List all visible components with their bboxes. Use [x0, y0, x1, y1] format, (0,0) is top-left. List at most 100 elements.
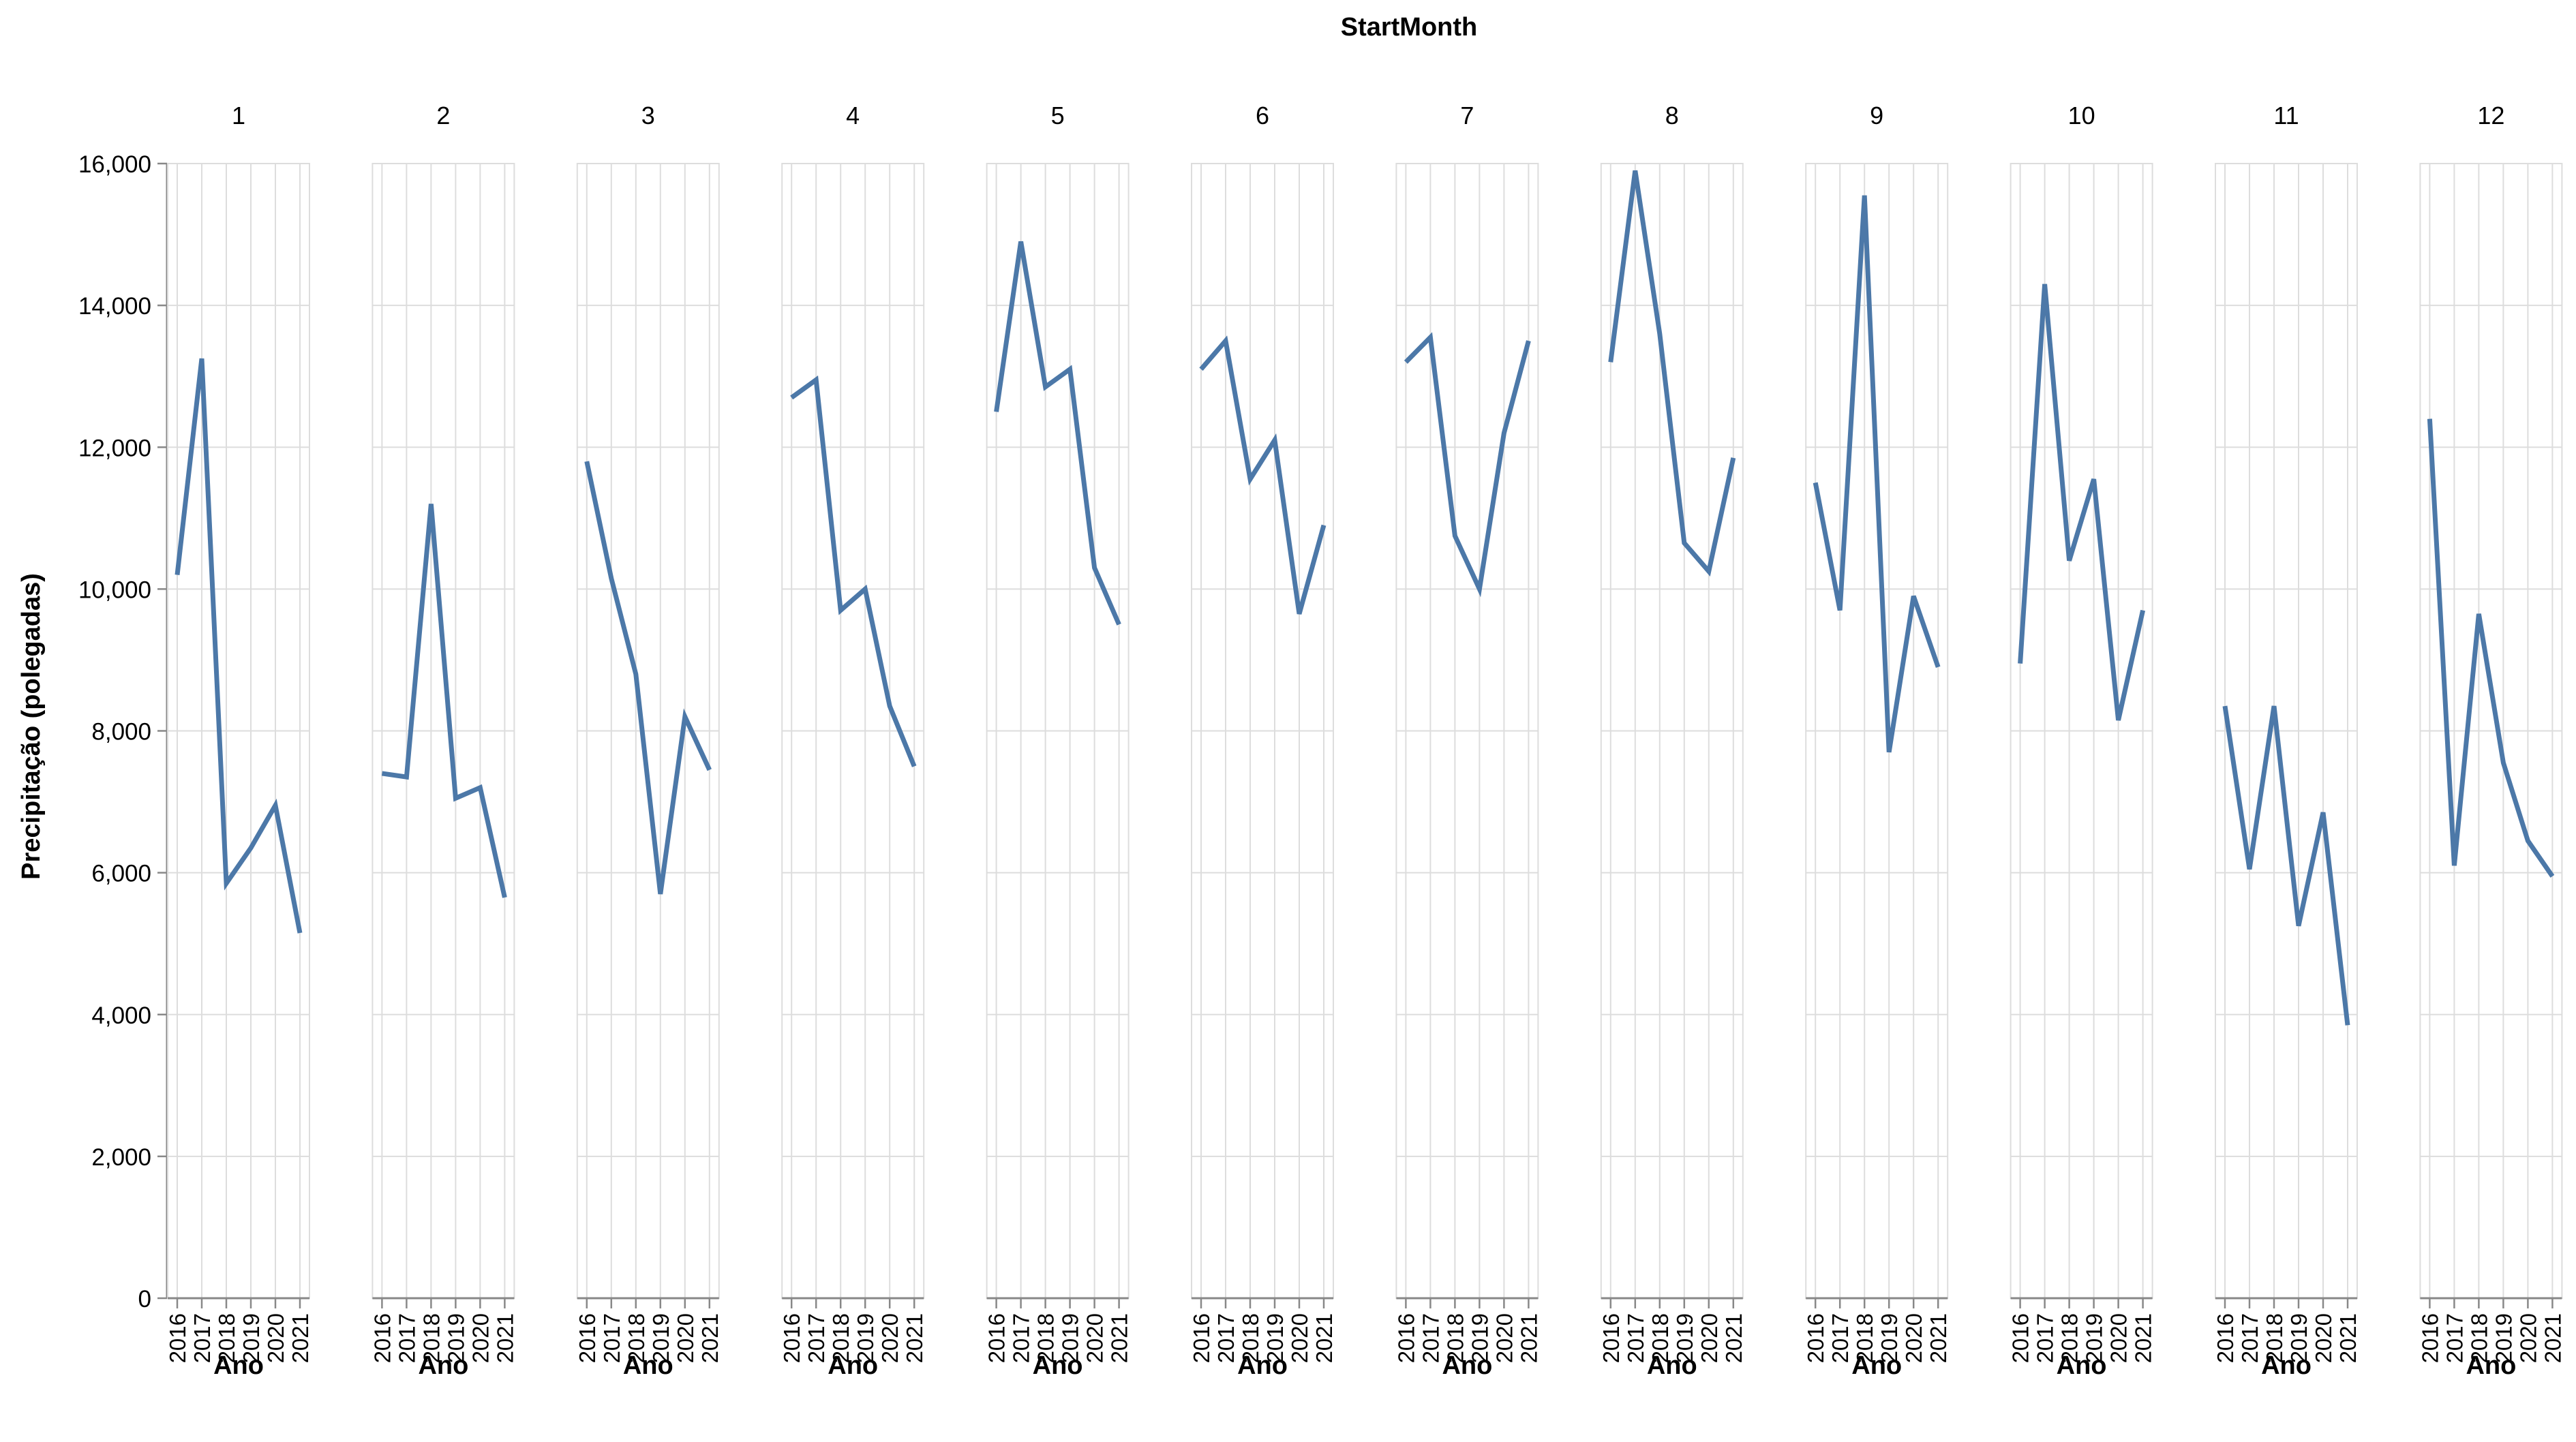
x-tick-label: 2017: [1623, 1313, 1648, 1363]
x-tick-label: 2019: [853, 1313, 878, 1363]
x-tick-label: 2019: [2082, 1313, 2107, 1363]
data-point: [1815, 482, 1816, 483]
x-axis-title: Ano: [2261, 1351, 2312, 1380]
facet-header: 10: [2068, 102, 2095, 129]
facet-panel-10: 10 2016 2017 2018 2019 2020 2021 Ano: [2008, 102, 2156, 1380]
data-point: [840, 610, 841, 611]
series-line-5: [994, 241, 1121, 626]
data-point: [177, 574, 178, 575]
x-tick-label: 2021: [2131, 1313, 2156, 1363]
x-tick-label: 2020: [2106, 1313, 2132, 1363]
x-tick-label: 2018: [2057, 1313, 2082, 1363]
x-tick-label: 2016: [984, 1313, 1010, 1363]
series-line-11: [2222, 705, 2350, 1026]
data-point: [660, 893, 661, 894]
data-point: [1659, 333, 1660, 334]
x-tick-label: 2019: [443, 1313, 468, 1363]
y-tick-label: 16,000: [78, 151, 151, 178]
x-tick-label: 2017: [190, 1313, 215, 1363]
x-tick-label: 2020: [673, 1313, 698, 1363]
x-tick-label: 2020: [263, 1313, 288, 1363]
x-tick-label: 2020: [1287, 1313, 1312, 1363]
x-axis-title: Ano: [828, 1351, 878, 1380]
series-line-9: [1813, 195, 1941, 753]
data-point: [226, 883, 227, 884]
data-point: [480, 787, 481, 788]
x-tick-label: 2021: [1312, 1313, 1337, 1363]
data-point: [2044, 283, 2045, 284]
x-tick-label: 2020: [2311, 1313, 2336, 1363]
data-point: [684, 716, 685, 717]
y-tick-label: 12,000: [78, 435, 151, 461]
series-line-8: [1608, 170, 1736, 577]
x-axis-title: Ano: [1237, 1351, 1288, 1380]
x-tick-label: 2021: [1516, 1313, 1541, 1363]
data-point: [455, 798, 456, 799]
x-tick-label: 2017: [1009, 1313, 1034, 1363]
series-line-12: [2427, 418, 2555, 878]
data-point: [791, 397, 792, 398]
series-line-10: [2018, 283, 2146, 721]
facet-panel-9: 9 2016 2017 2018 2019 2020 2021 Ano: [1803, 102, 1951, 1380]
x-axis-title: Ano: [2057, 1351, 2107, 1380]
y-tick-label: 0: [138, 1286, 151, 1313]
data-point: [1610, 362, 1611, 363]
x-tick-label: 2017: [804, 1313, 829, 1363]
facet-panel-6: 6 2016 2017 2018 2019 2020 2021 Ano: [1189, 102, 1337, 1380]
x-tick-label: 2016: [779, 1313, 804, 1363]
x-tick-label: 2019: [2491, 1313, 2516, 1363]
x-tick-label: 2018: [624, 1313, 649, 1363]
x-tick-label: 2021: [1926, 1313, 1951, 1363]
x-tick-label: 2019: [1262, 1313, 1288, 1363]
data-point: [406, 777, 407, 778]
x-tick-label: 2019: [2286, 1313, 2312, 1363]
y-tick-label: 14,000: [78, 293, 151, 320]
x-tick-label: 2018: [828, 1313, 853, 1363]
facet-panel-2: 2 2016 2017 2018 2019 2020 2021 Ano: [369, 102, 517, 1380]
x-tick-label: 2020: [1491, 1313, 1517, 1363]
facet-panel-7: 7 2016 2017 2018 2019 2020 2021 Ano: [1393, 102, 1541, 1380]
x-tick-label: 2017: [599, 1313, 624, 1363]
x-tick-label: 2017: [1828, 1313, 1853, 1363]
x-tick-label: 2016: [2417, 1313, 2442, 1363]
series-line-2: [381, 504, 507, 898]
y-axis-title: Precipitação (polegadas): [17, 573, 46, 880]
x-tick-label: 2016: [575, 1313, 600, 1363]
x-tick-label: 2021: [1107, 1313, 1132, 1363]
facet-panel-11: 11 2016 2017 2018 2019 2020 2021 Ano: [2213, 102, 2361, 1380]
x-tick-label: 2017: [1418, 1313, 1443, 1363]
x-tick-label: 2019: [648, 1313, 673, 1363]
x-tick-label: 2018: [1442, 1313, 1468, 1363]
data-point: [1864, 195, 1865, 196]
x-tick-label: 2017: [2237, 1313, 2262, 1363]
y-tick-label: 8,000: [91, 719, 151, 746]
x-tick-label: 2019: [1672, 1313, 1697, 1363]
x-axis-title: Ano: [623, 1351, 673, 1380]
x-tick-label: 2021: [1721, 1313, 1746, 1363]
data-point: [2093, 479, 2094, 480]
x-tick-label: 2019: [1467, 1313, 1492, 1363]
x-tick-label: 2019: [239, 1313, 264, 1363]
data-point: [1299, 613, 1300, 614]
facet-header: 9: [1870, 102, 1883, 129]
x-tick-label: 2020: [877, 1313, 903, 1363]
x-axis-title: Ano: [1033, 1351, 1083, 1380]
x-tick-label: 2016: [1803, 1313, 1828, 1363]
x-axis-title: Ano: [213, 1351, 264, 1380]
x-axis-title: Ano: [1442, 1351, 1492, 1380]
data-point: [2429, 418, 2430, 419]
facet-panel-3: 3 2016 2017 2018 2019 2020 2021 Ano: [575, 102, 723, 1380]
x-tick-label: 2018: [2262, 1313, 2287, 1363]
x-tick-label: 2018: [1648, 1313, 1673, 1363]
x-tick-label: 2017: [1213, 1313, 1239, 1363]
x-tick-label: 2016: [369, 1313, 395, 1363]
data-point: [2225, 706, 2226, 707]
x-tick-label: 2018: [1852, 1313, 1877, 1363]
x-tick-label: 2016: [1598, 1313, 1624, 1363]
x-tick-label: 2017: [2033, 1313, 2058, 1363]
x-tick-label: 2016: [1189, 1313, 1214, 1363]
data-point: [1708, 571, 1709, 572]
x-axis-title: Ano: [1647, 1351, 1697, 1380]
x-tick-label: 2019: [1877, 1313, 1902, 1363]
